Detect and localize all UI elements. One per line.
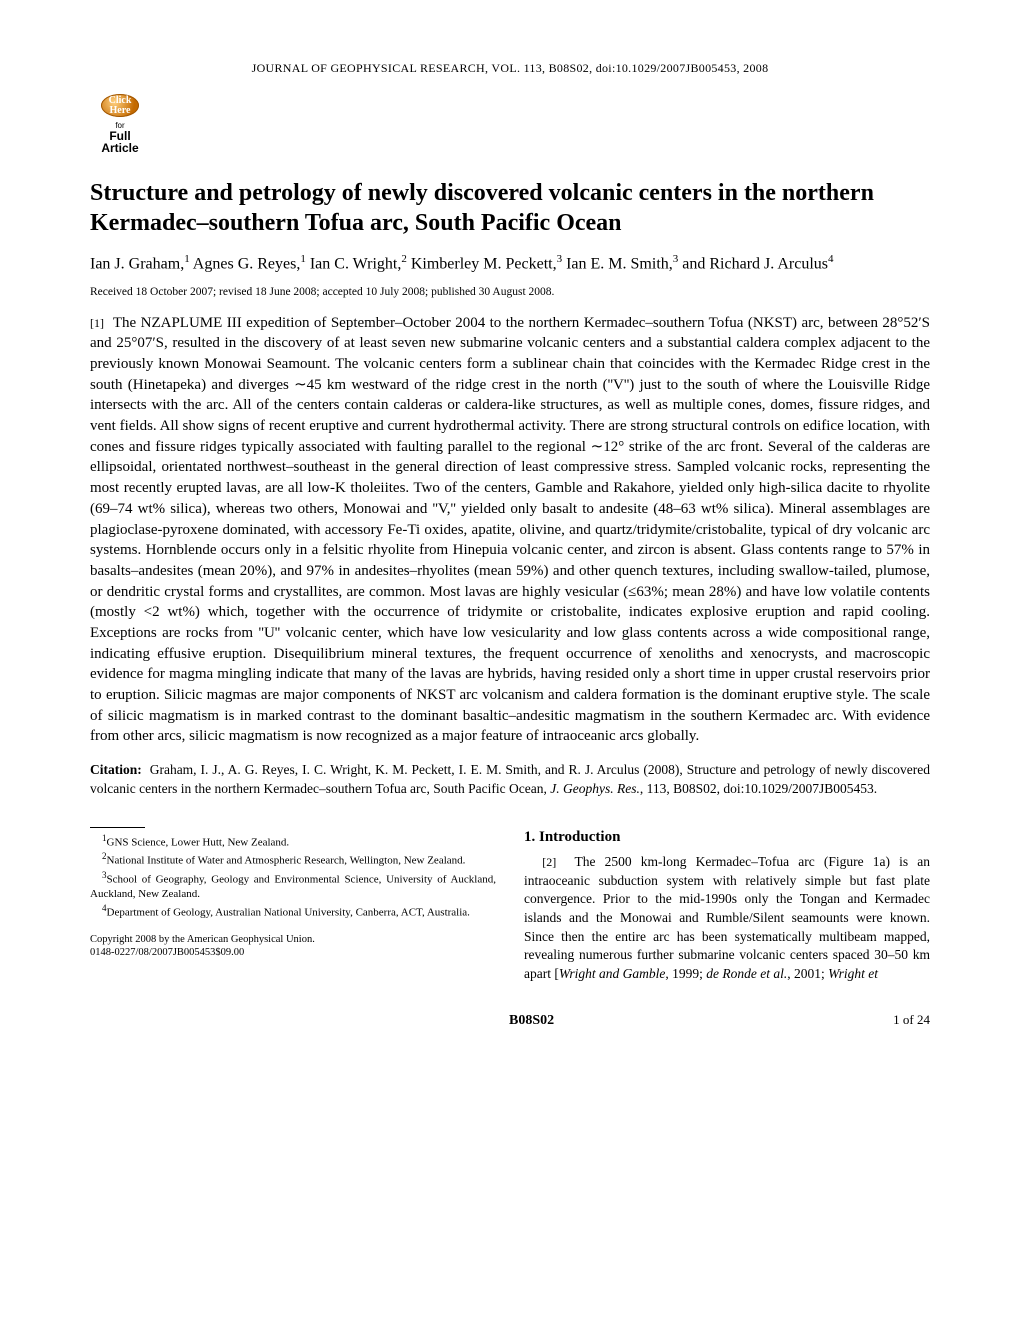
citation-tail: , 113, B08S02, doi:10.1029/2007JB005453. xyxy=(640,781,877,796)
right-column: 1. Introduction [2] The 2500 km-long Ker… xyxy=(524,827,930,984)
section-heading-introduction: 1. Introduction xyxy=(524,827,930,847)
affiliation: 3School of Geography, Geology and Enviro… xyxy=(90,869,496,902)
citation-journal: J. Geophys. Res. xyxy=(550,781,640,796)
article-title: Structure and petrology of newly discove… xyxy=(90,178,930,238)
badge-text: for Full Article xyxy=(101,118,138,154)
affiliation: 1GNS Science, Lower Hutt, New Zealand. xyxy=(90,832,496,851)
abstract-text: The NZAPLUME III expedition of September… xyxy=(90,315,930,745)
footer-article-code: B08S02 xyxy=(509,1012,554,1031)
journal-header: JOURNAL OF GEOPHYSICAL RESEARCH, VOL. 11… xyxy=(90,60,930,76)
click-here-icon: ClickHere xyxy=(101,94,139,117)
received-dates: Received 18 October 2007; revised 18 Jun… xyxy=(90,285,930,301)
author-list: Ian J. Graham,1 Agnes G. Reyes,1 Ian C. … xyxy=(90,252,930,275)
citation-block: Citation: Graham, I. J., A. G. Reyes, I.… xyxy=(90,761,930,799)
citation-label: Citation: xyxy=(90,762,142,777)
affiliation: 4Department of Geology, Australian Natio… xyxy=(90,902,496,921)
two-column-region: 1GNS Science, Lower Hutt, New Zealand. 2… xyxy=(90,827,930,984)
left-column: 1GNS Science, Lower Hutt, New Zealand. 2… xyxy=(90,827,496,984)
intro-paragraph: [2] The 2500 km-long Kermadec–Tofua arc … xyxy=(524,853,930,983)
affiliation: 2National Institute of Water and Atmosph… xyxy=(90,850,496,869)
para-number: [1] xyxy=(90,316,104,330)
footer-page-num: 1 of 24 xyxy=(893,1011,930,1029)
copyright-block: Copyright 2008 by the American Geophysic… xyxy=(90,933,496,960)
affil-separator xyxy=(90,827,145,828)
para-number: [2] xyxy=(542,855,556,869)
page-footer: B08S02 1 of 24 xyxy=(90,1011,930,1031)
abstract: [1] The NZAPLUME III expedition of Septe… xyxy=(90,313,930,747)
full-article-badge[interactable]: ClickHere for Full Article xyxy=(90,94,150,154)
